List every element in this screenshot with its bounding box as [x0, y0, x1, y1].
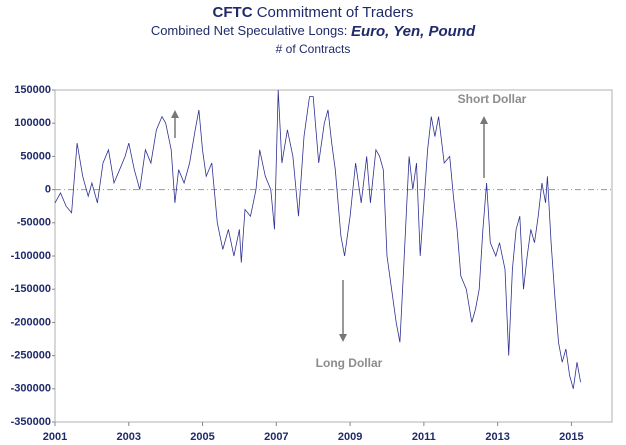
y-tick-label: -100000: [11, 250, 51, 262]
x-tick-label: 2015: [559, 431, 583, 443]
x-tick-label: 2011: [412, 431, 436, 443]
annotation: Short Dollar: [458, 92, 527, 106]
y-axis-label: # of Contracts: [276, 42, 351, 56]
y-tick-label: -200000: [11, 316, 51, 328]
title-bold: CFTC: [213, 4, 253, 21]
chart-title: CFTC Commitment of Traders: [213, 4, 414, 21]
y-tick-label: -250000: [11, 350, 51, 362]
y-tick-label: 150000: [14, 84, 51, 96]
y-tick-label: -350000: [11, 416, 51, 428]
y-tick-label: 100000: [14, 117, 51, 129]
x-tick-label: 2009: [338, 431, 362, 443]
y-tick-label: 50000: [20, 150, 51, 162]
y-tick-label: -150000: [11, 283, 51, 295]
subtitle-emphasis: Euro, Yen, Pound: [351, 23, 476, 40]
x-tick-label: 2003: [117, 431, 141, 443]
chart-subtitle: Combined Net Speculative Longs: Euro, Ye…: [151, 23, 476, 40]
data-line: [54, 89, 581, 389]
y-tick-label: -50000: [17, 217, 51, 229]
x-tick-label: 2013: [485, 431, 509, 443]
subtitle-text: Combined Net Speculative Longs:: [151, 23, 348, 38]
annotation: Long Dollar: [316, 356, 383, 370]
arrows: [171, 110, 488, 342]
title-rest: Commitment of Traders: [257, 4, 414, 21]
x-tick-label: 2005: [190, 431, 214, 443]
x-tick-label: 2001: [43, 431, 67, 443]
y-tick-label: 0: [45, 184, 51, 196]
y-tick-label: -300000: [11, 383, 51, 395]
x-tick-label: 2007: [264, 431, 288, 443]
plot-area: [54, 89, 613, 423]
